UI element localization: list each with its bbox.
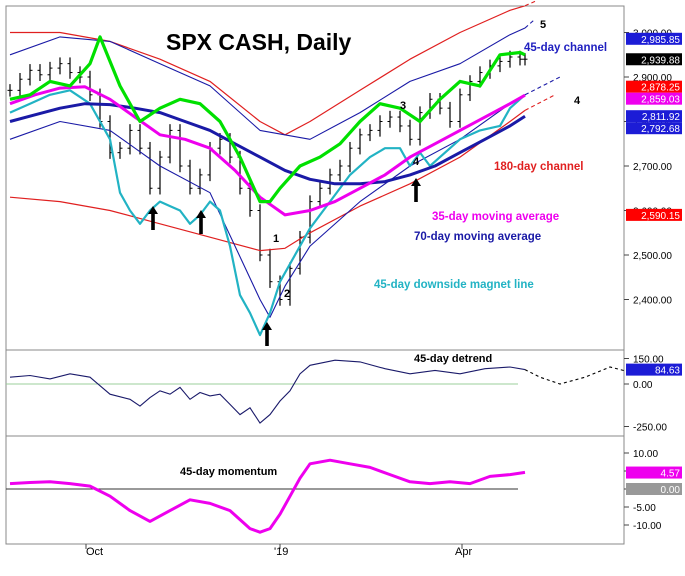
price-bars — [7, 50, 528, 306]
ma-35-line — [9, 85, 526, 217]
y-tick-label: 2,500.00 — [633, 251, 672, 262]
magnet-line — [9, 89, 526, 337]
x-tick-label: Oct — [86, 546, 103, 558]
price-tag — [626, 110, 682, 123]
price-tag — [626, 32, 682, 45]
annotation-70-ma: 70-day moving average — [414, 231, 541, 243]
price-tag-label: 2,985.85 — [641, 35, 680, 46]
channel-180-lower-projection — [524, 94, 556, 111]
price-tag — [626, 122, 682, 135]
price-tags: 2,985.85 2,939.88 2,878.252,859.03 2,811.92… — [626, 32, 682, 496]
price-tag-label: 4.57 — [661, 469, 681, 480]
price-tag-label: 2,939.88 — [641, 55, 680, 66]
price-tag — [626, 466, 682, 479]
channel-180-lower-line — [9, 109, 526, 252]
channel-45-lower-line — [9, 94, 526, 318]
y-tick-label: 2,400.00 — [633, 296, 672, 307]
price-tag-label: 84.63 — [655, 366, 680, 377]
arrow-up-icon — [148, 206, 158, 230]
wave-label-2: 2 — [284, 288, 290, 300]
momentum-line — [9, 458, 526, 534]
wave-label-3: 3 — [400, 100, 406, 112]
channel-180-upper-projection — [524, 0, 536, 7]
detrend-panel — [6, 359, 631, 424]
price-tag — [626, 483, 682, 495]
price-tag-label: 2,878.25 — [641, 83, 680, 94]
y-tick-label: -10.00 — [633, 521, 662, 532]
ma-70-line — [9, 102, 526, 186]
y-tick-label: 10.00 — [633, 449, 658, 460]
wave-label-4b: 4 — [574, 95, 581, 107]
annotation-35-ma: 35-day moving average — [432, 211, 559, 223]
channel-45-upper-projection — [524, 18, 536, 29]
y-tick-label: -5.00 — [633, 503, 656, 514]
annotation-magnet: 45-day downside magnet line — [374, 279, 534, 291]
price-lines — [9, 6, 526, 337]
price-tag-label: 2,590.15 — [641, 211, 680, 222]
price-tag — [626, 363, 682, 376]
plot-frame — [5, 5, 625, 545]
momentum-panel — [6, 458, 526, 534]
detrend-forecast-line — [524, 366, 631, 385]
y-tick-label: 0.00 — [633, 380, 653, 391]
wave-label-1: 1 — [273, 233, 279, 245]
price-tag — [626, 208, 682, 221]
momentum-title: 45-day momentum — [180, 466, 277, 478]
annotation-180-channel: 180-day channel — [494, 161, 583, 173]
y-tick-label: 150.00 — [633, 355, 664, 366]
y-tick-label: 2,700.00 — [633, 162, 672, 173]
x-tick-label: Apr — [455, 546, 472, 558]
price-tag-label: 2,811.92 — [642, 112, 681, 123]
detrend-title: 45-day detrend — [414, 353, 492, 365]
y-tick-label: -250.00 — [633, 423, 667, 434]
price-tag-label: 2,792.68 — [641, 124, 680, 135]
wave-label-4a: 4 — [413, 156, 420, 168]
price-tag-label: 0.00 — [661, 485, 681, 496]
price-tag — [626, 92, 682, 105]
x-tick-label: '19 — [274, 546, 288, 558]
channel-extensions — [524, 0, 561, 111]
arrow-up-icon — [411, 178, 421, 202]
price-tag — [626, 53, 682, 66]
channel-45-center-line — [9, 35, 526, 204]
wave-label-5: 5 — [540, 19, 546, 31]
chart-title: SPX CASH, Daily — [166, 29, 352, 55]
price-tag — [626, 80, 682, 93]
price-tag-label: 2,859.03 — [641, 95, 680, 106]
annotation-45-channel: 45-day channel — [524, 42, 607, 54]
detrend-line — [9, 359, 526, 424]
arrow-up-icon — [196, 210, 206, 234]
arrow-up-icon — [262, 322, 272, 346]
y-tick-label: 2,900.00 — [633, 73, 672, 84]
